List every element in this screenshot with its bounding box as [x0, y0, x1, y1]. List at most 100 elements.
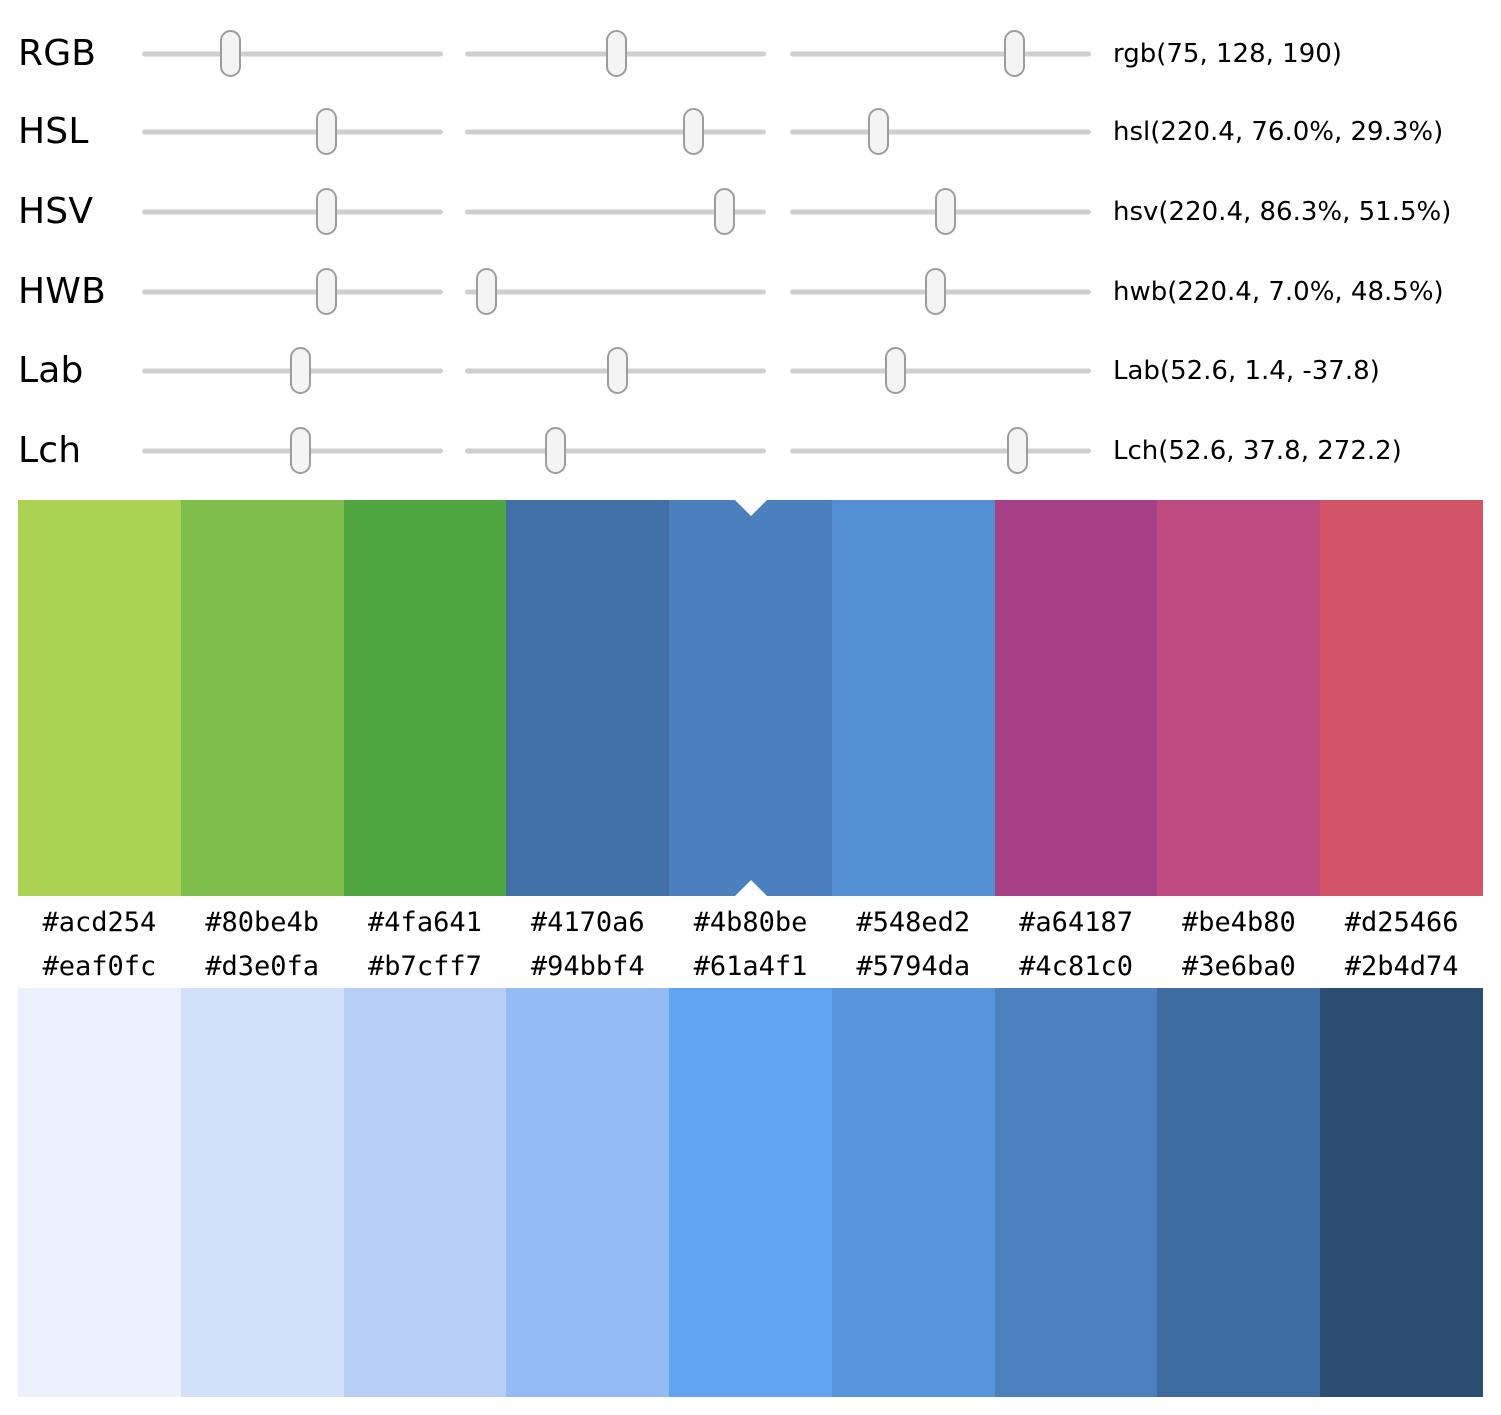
swatch-strip-primary[interactable] [18, 500, 1484, 896]
selected-marker-top-icon [734, 500, 767, 516]
slider-thumb[interactable] [885, 347, 907, 394]
slider-row-label: HSV [18, 190, 94, 232]
slider-thumb[interactable] [219, 30, 241, 77]
hex-code-label: #be4b80 [1181, 907, 1296, 938]
hex-code-label: #d25466 [1344, 907, 1459, 938]
color-swatch[interactable] [506, 500, 670, 896]
slider-thumb[interactable] [605, 30, 627, 77]
slider-thumb[interactable] [545, 427, 567, 474]
color-swatch[interactable] [669, 500, 832, 896]
color-swatch[interactable] [1320, 500, 1484, 896]
slider-hsl-l[interactable] [790, 92, 1091, 171]
slider-lch-c[interactable] [465, 411, 766, 490]
slider-lch-L[interactable] [142, 411, 443, 490]
color-swatch[interactable] [18, 500, 181, 896]
hex-code-label: #61a4f1 [693, 951, 808, 982]
slider-rgb-r[interactable] [142, 14, 443, 93]
color-swatch[interactable] [669, 988, 832, 1397]
slider-track[interactable] [790, 448, 1091, 453]
hex-code-label: #5794da [856, 951, 971, 982]
slider-thumb[interactable] [289, 427, 311, 474]
color-swatch[interactable] [831, 988, 995, 1397]
slider-thumb[interactable] [934, 188, 956, 235]
color-swatch[interactable] [994, 500, 1158, 896]
slider-row-hsl: HSL hsl(220.4, 76.0%, 29.3%) [0, 92, 1501, 171]
hex-code-label: #548ed2 [856, 907, 971, 938]
slider-thumb[interactable] [475, 268, 497, 315]
slider-track[interactable] [142, 209, 443, 214]
slider-thumb[interactable] [1007, 427, 1029, 474]
slider-hsv-h[interactable] [142, 172, 443, 251]
color-swatch[interactable] [1157, 500, 1321, 896]
slider-track[interactable] [465, 209, 766, 214]
slider-track[interactable] [790, 368, 1091, 373]
slider-hwb-w[interactable] [465, 252, 766, 331]
slider-row-lab: Lab Lab(52.6, 1.4, -37.8) [0, 331, 1501, 410]
hex-code-label: #4170a6 [530, 907, 645, 938]
color-swatch[interactable] [1320, 988, 1484, 1397]
slider-lab-a[interactable] [465, 331, 766, 410]
slider-row-label: Lch [18, 429, 82, 471]
color-swatch[interactable] [1157, 988, 1321, 1397]
color-swatch[interactable] [343, 988, 507, 1397]
hex-label-row-primary: #acd254 #80be4b #4fa641 #4170a6 #4b80be #548e… [18, 903, 1483, 943]
slider-lab-L[interactable] [142, 331, 443, 410]
slider-track[interactable] [465, 289, 766, 294]
slider-track[interactable] [142, 289, 443, 294]
slider-value-text: Lab(52.6, 1.4, -37.8) [1113, 355, 1380, 386]
slider-thumb[interactable] [606, 347, 628, 394]
slider-lch-h[interactable] [790, 411, 1091, 490]
hex-code-label: #4fa641 [368, 907, 482, 938]
hex-code-label: #eaf0fc [42, 951, 157, 982]
slider-track[interactable] [465, 448, 766, 453]
slider-thumb[interactable] [315, 268, 337, 315]
selected-marker-bottom-icon [734, 880, 767, 896]
slider-hsv-s[interactable] [465, 172, 766, 251]
slider-hsv-v[interactable] [790, 172, 1091, 251]
slider-track[interactable] [790, 129, 1091, 134]
slider-hsl-s[interactable] [465, 92, 766, 171]
slider-track[interactable] [142, 129, 443, 134]
color-swatch[interactable] [994, 988, 1158, 1397]
color-swatch[interactable] [343, 500, 507, 896]
slider-row-rgb: RGB rgb(75, 128, 190) [0, 14, 1501, 93]
slider-thumb[interactable] [289, 347, 311, 394]
slider-value-text: hwb(220.4, 7.0%, 48.5%) [1113, 276, 1444, 307]
hex-code-label: #2b4d74 [1344, 951, 1459, 982]
slider-track[interactable] [465, 129, 766, 134]
color-swatch[interactable] [180, 988, 344, 1397]
slider-thumb[interactable] [315, 108, 337, 155]
color-swatch[interactable] [506, 988, 670, 1397]
slider-hsl-h[interactable] [142, 92, 443, 171]
slider-thumb[interactable] [867, 108, 889, 155]
color-swatch[interactable] [18, 988, 181, 1397]
hex-code-label: #a64187 [1019, 907, 1133, 938]
hex-code-label: #4b80be [693, 907, 808, 938]
slider-rgb-b[interactable] [790, 14, 1091, 93]
slider-rgb-g[interactable] [465, 14, 766, 93]
color-swatch[interactable] [180, 500, 344, 896]
hex-code-label: #94bbf4 [530, 951, 645, 982]
slider-row-label: RGB [18, 32, 97, 74]
slider-track[interactable] [790, 51, 1091, 56]
slider-thumb[interactable] [714, 188, 736, 235]
hex-code-label: #3e6ba0 [1181, 951, 1296, 982]
hex-code-label: #acd254 [42, 907, 157, 938]
hex-label-row-secondary: #eaf0fc #d3e0fa #b7cff7 #94bbf4 #61a4f1 #5794… [18, 947, 1483, 987]
slider-thumb[interactable] [683, 108, 705, 155]
slider-row-label: HWB [18, 270, 106, 312]
color-swatch[interactable] [831, 500, 995, 896]
hex-code-label: #b7cff7 [368, 951, 482, 982]
slider-thumb[interactable] [315, 188, 337, 235]
slider-row-lch: Lch Lch(52.6, 37.8, 272.2) [0, 411, 1501, 490]
swatch-strip-secondary[interactable] [18, 988, 1484, 1397]
slider-thumb[interactable] [925, 268, 947, 315]
slider-value-text: hsv(220.4, 86.3%, 51.5%) [1113, 196, 1452, 227]
slider-hwb-h[interactable] [142, 252, 443, 331]
slider-hwb-b[interactable] [790, 252, 1091, 331]
hex-code-label: #d3e0fa [205, 951, 320, 982]
slider-lab-b[interactable] [790, 331, 1091, 410]
slider-thumb[interactable] [1003, 30, 1025, 77]
slider-track[interactable] [142, 51, 443, 56]
